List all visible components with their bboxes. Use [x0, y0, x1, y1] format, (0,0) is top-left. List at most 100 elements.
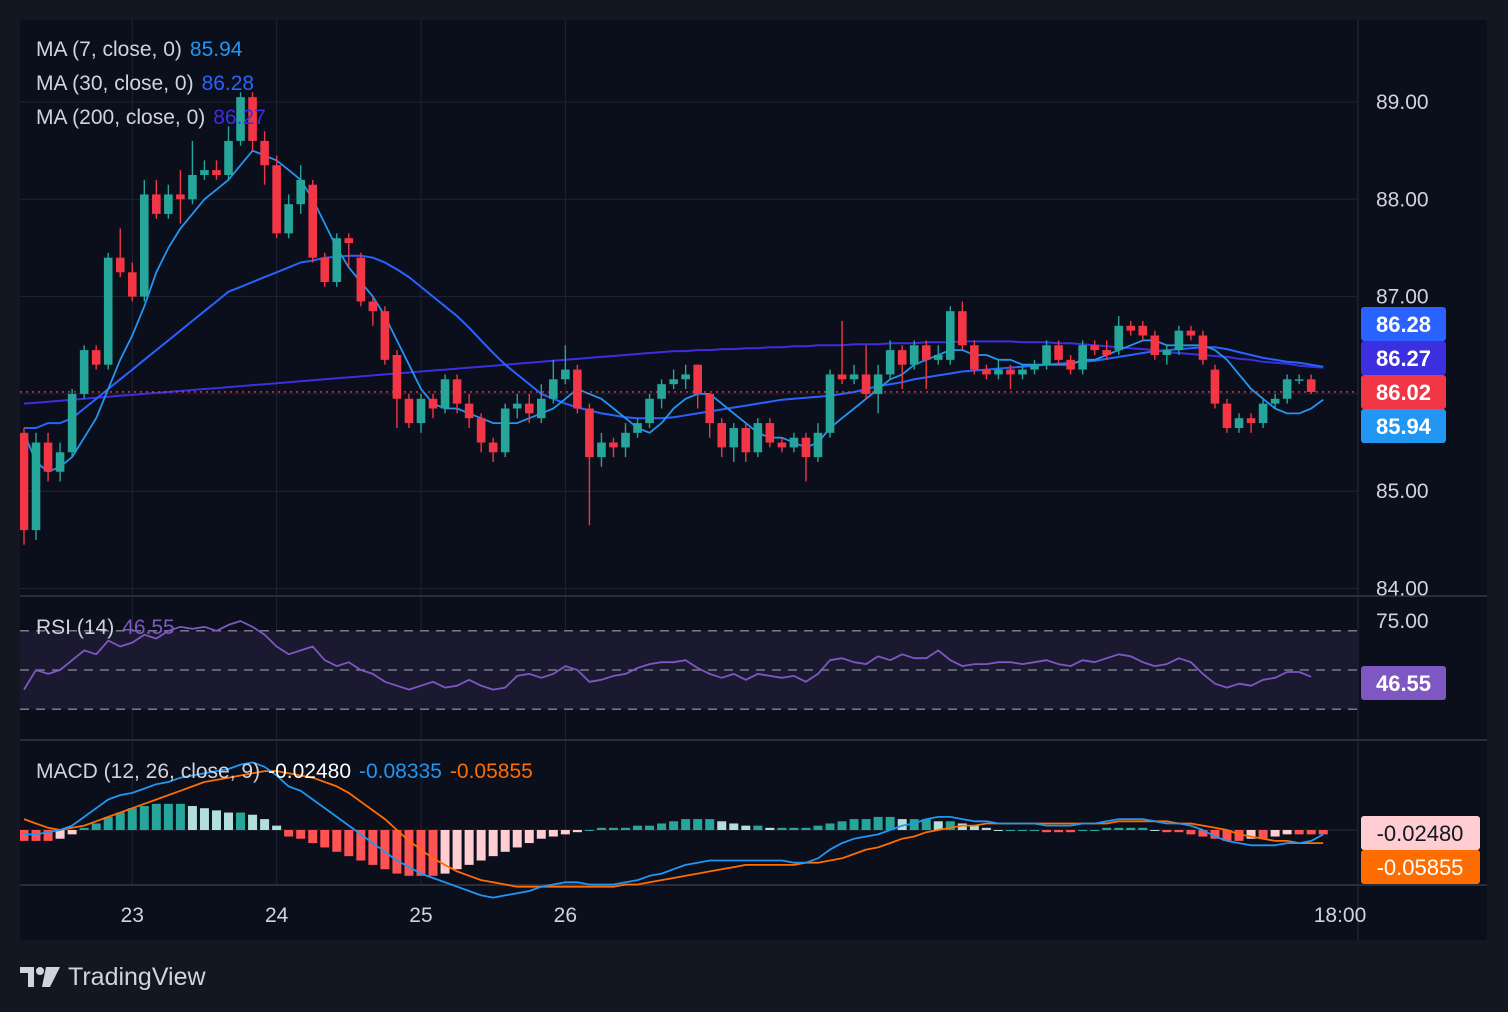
candle-body: [368, 301, 378, 312]
macd-histogram-bar: [1210, 830, 1220, 839]
candle-body: [452, 379, 462, 404]
macd-histogram-bar: [67, 830, 77, 835]
macd-histogram-bar: [175, 803, 185, 830]
ma7-price-badge: 85.94: [1361, 409, 1446, 443]
macd-hist-badge-text: -0.05855: [1377, 855, 1464, 880]
macd-histogram-bar: [1306, 830, 1316, 835]
candle-body: [127, 272, 137, 297]
ma30-line: [24, 254, 1324, 429]
candle-body: [970, 345, 979, 370]
ma200-price-badge-text: 86.27: [1376, 346, 1431, 371]
macd-histogram-bar: [127, 808, 137, 830]
macd-histogram-bar: [332, 830, 342, 852]
candle-body: [825, 374, 835, 433]
macd-histogram-bar: [633, 825, 643, 830]
ma30-price-badge-bg: [1361, 307, 1446, 341]
candle-body: [1126, 325, 1136, 331]
macd-histogram-bar: [1114, 827, 1124, 830]
macd-histogram-bar: [20, 830, 29, 841]
macd-histogram-bar: [945, 821, 955, 830]
macd-histogram-bar: [1090, 830, 1100, 831]
candle-body: [164, 194, 173, 214]
candle-body: [140, 194, 149, 297]
candle-body: [621, 432, 630, 448]
candle-body: [488, 442, 498, 453]
macd-histogram-bar: [187, 806, 197, 830]
macd-histogram-bar: [103, 816, 113, 830]
candle-body: [873, 374, 883, 394]
macd-histogram-bar: [1198, 830, 1208, 837]
candle-body: [837, 374, 847, 380]
macd-histogram-bar: [777, 827, 787, 830]
macd-hist-badge-bg: [1361, 850, 1480, 884]
candle-body: [885, 350, 895, 375]
legend-rsi: RSI (14) 46.55: [36, 616, 175, 640]
brand-name: TradingView: [68, 962, 206, 991]
macd-histogram-bar: [211, 810, 221, 830]
candle-body: [813, 432, 823, 458]
macd-histogram-bar: [837, 821, 847, 830]
macd-histogram-bar: [741, 825, 751, 830]
candle-body: [717, 423, 727, 448]
candle-body: [236, 97, 245, 141]
legend-macd-label: MACD (12, 26, close, 9): [36, 760, 261, 783]
macd-histogram-bar: [151, 803, 161, 830]
candle-body: [31, 442, 41, 531]
candle-body: [55, 452, 65, 472]
macd-histogram-bar: [789, 827, 799, 830]
tradingview-brand[interactable]: TradingView: [20, 960, 206, 994]
candle-body: [1222, 403, 1232, 428]
macd-histogram-bar: [1017, 830, 1027, 831]
candle-body: [982, 369, 991, 375]
candle-body: [404, 398, 414, 424]
legend-ma7-label: MA (7, close, 0): [36, 38, 182, 61]
macd-histogram-bar: [1258, 830, 1268, 839]
macd-histogram-bar: [861, 819, 871, 830]
macd-histogram-bar: [1150, 830, 1160, 831]
macd-histogram-bar: [1102, 827, 1112, 830]
price-axis-label: 88.00: [1376, 188, 1429, 211]
candle-body: [512, 403, 522, 409]
macd-histogram-bar: [488, 830, 498, 857]
candle-body: [645, 398, 654, 424]
candle-body: [1114, 325, 1124, 351]
candle-body: [921, 345, 931, 360]
candle-body: [332, 238, 342, 283]
macd-histogram-bar: [1186, 830, 1196, 835]
macd-histogram-bar: [464, 830, 474, 865]
candle-body: [296, 179, 305, 205]
macd-histogram-bar: [801, 827, 811, 830]
macd-signal-line: [23, 770, 1324, 888]
macd-histogram-bar: [669, 821, 679, 830]
macd-histogram-bar: [765, 827, 775, 830]
candle-body: [681, 374, 690, 380]
candle-body: [380, 311, 390, 360]
macd-histogram-bar: [356, 830, 366, 861]
macd-histogram-bar: [416, 830, 426, 876]
macd-histogram-bar: [933, 821, 943, 830]
candle-body: [1306, 379, 1316, 392]
macd-histogram-bar: [1270, 830, 1280, 837]
candle-body: [946, 311, 955, 360]
candle-body: [729, 427, 739, 448]
candle-body: [1102, 350, 1111, 355]
candle-body: [1006, 369, 1015, 375]
candle-body: [549, 379, 558, 399]
macd-hist-badge: -0.05855: [1361, 850, 1480, 884]
time-axis-label: 23: [121, 904, 144, 927]
chart-canvas[interactable]: 89.00 88.00 87.00 85.00 84.00 75.00 23 24 25 26 18…: [20, 20, 1487, 940]
candle-body: [43, 442, 53, 472]
macd-histogram-bar: [849, 819, 859, 830]
candle-body: [344, 238, 354, 244]
macd-line: [24, 761, 1324, 899]
macd-histogram-bar: [476, 830, 486, 861]
candle-body: [320, 257, 330, 283]
macd-histogram-bar: [596, 827, 606, 830]
candle-body: [1162, 350, 1172, 355]
chart-panel[interactable]: 89.00 88.00 87.00 85.00 84.00 75.00 23 24 25 26 18…: [20, 20, 1487, 940]
macd-histogram-bar: [91, 823, 101, 830]
rsi-line: [23, 620, 1312, 691]
price-axis-label: 84.00: [1376, 578, 1429, 601]
macd-histogram-bar: [248, 814, 258, 830]
legend-macd: MACD (12, 26, close, 9) -0.02480 -0.08335-…: [36, 760, 533, 784]
